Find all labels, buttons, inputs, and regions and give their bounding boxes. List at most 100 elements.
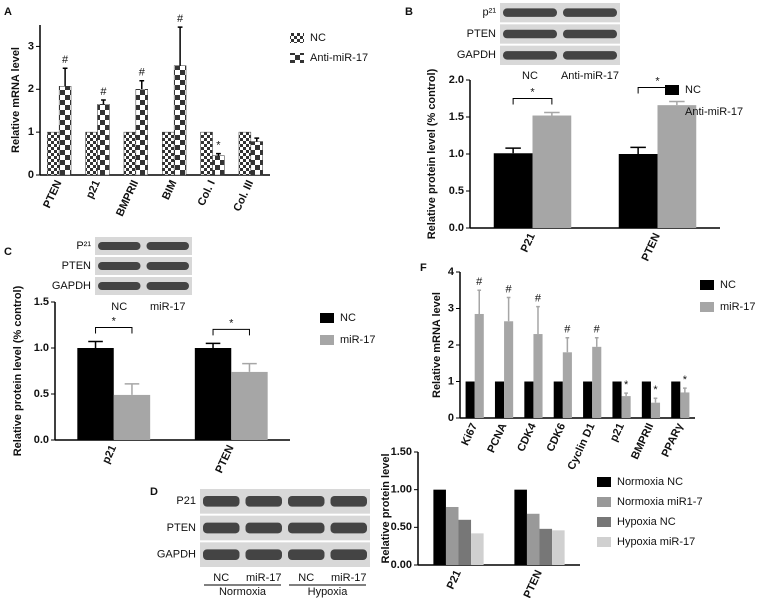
y-tick-label: 1.00 bbox=[391, 484, 412, 496]
bar bbox=[494, 381, 505, 418]
bar bbox=[465, 381, 475, 418]
error-bar bbox=[177, 26, 183, 66]
blot-lane-label: NC bbox=[111, 301, 127, 313]
panel: B 0.0 0.5 1.0 1.5 2.0 Relative protein level (… bbox=[405, 3, 743, 263]
y-tick-label: 0.50 bbox=[391, 521, 412, 533]
x-tick-label: p21 bbox=[84, 178, 103, 200]
blot-band bbox=[288, 496, 325, 507]
legend-swatch bbox=[290, 33, 304, 43]
legend-swatch bbox=[320, 335, 334, 345]
blot-lane-label: miR-17 bbox=[150, 301, 185, 313]
significance-mark: # bbox=[535, 293, 542, 305]
bar bbox=[583, 381, 593, 418]
error-bar bbox=[506, 296, 511, 322]
y-tick-label: 2.0 bbox=[449, 74, 464, 86]
x-tick-label: BIM bbox=[160, 178, 179, 201]
blot-band bbox=[563, 29, 617, 39]
bar bbox=[471, 533, 484, 565]
y-tick-label: 3 bbox=[28, 40, 34, 52]
blot-lane-label: NC bbox=[298, 572, 314, 584]
bar bbox=[532, 115, 572, 228]
error-bar bbox=[139, 79, 145, 90]
y-tick-label: 0.5 bbox=[34, 388, 49, 400]
blot-strip bbox=[500, 3, 620, 23]
bar bbox=[433, 489, 446, 565]
legend-label: Hypoxia miR-17 bbox=[617, 536, 695, 548]
bar bbox=[238, 131, 252, 176]
blot-row-label: PTEN bbox=[467, 28, 496, 40]
blot-band bbox=[203, 496, 240, 507]
blot-band bbox=[98, 242, 141, 250]
bar bbox=[657, 105, 697, 228]
bar bbox=[123, 131, 137, 176]
bar bbox=[504, 321, 514, 418]
y-axis-label: Relative protein level (% control) bbox=[426, 68, 438, 239]
x-tick-label: p21 bbox=[608, 421, 627, 443]
bar bbox=[194, 348, 232, 440]
bar bbox=[445, 506, 459, 565]
blot-band bbox=[330, 496, 367, 507]
y-tick-label: 1.0 bbox=[449, 148, 464, 160]
significance-bracket bbox=[95, 327, 133, 334]
x-tick-label: P21 bbox=[445, 568, 464, 591]
bar bbox=[539, 528, 553, 565]
blot-band bbox=[330, 549, 367, 560]
error-bar bbox=[205, 342, 221, 348]
error-bar bbox=[624, 392, 628, 397]
blot-lane-label: miR-17 bbox=[331, 572, 366, 584]
legend-label: NC bbox=[685, 84, 701, 96]
blot-band bbox=[146, 262, 189, 270]
blot-band bbox=[288, 522, 325, 534]
x-tick-label: PTEN bbox=[522, 568, 545, 598]
significance-mark: # bbox=[100, 86, 107, 98]
legend-swatch bbox=[700, 280, 714, 290]
legend-label: miR-17 bbox=[340, 334, 375, 346]
y-tick-label: 2 bbox=[448, 339, 454, 351]
panel: A 0 1 2 3 Relative mRNA level PTEN p21 BMPRII BIM… bbox=[4, 6, 368, 218]
blot-group-label: Hypoxia bbox=[308, 586, 349, 598]
bar bbox=[641, 381, 651, 418]
legend-label: miR-17 bbox=[720, 301, 755, 313]
legend-swatch bbox=[597, 477, 611, 487]
bar bbox=[58, 86, 72, 176]
error-bar bbox=[254, 137, 260, 142]
y-tick-label: 4 bbox=[448, 266, 455, 278]
bar bbox=[113, 394, 151, 440]
blot-row-label: PTEN bbox=[62, 260, 91, 272]
bar bbox=[650, 402, 661, 418]
error-bar bbox=[653, 397, 658, 403]
legend-label: Hypoxia NC bbox=[617, 516, 676, 528]
bar bbox=[493, 153, 533, 228]
error-bar bbox=[536, 305, 540, 335]
blot-band bbox=[98, 262, 141, 270]
error-bar bbox=[242, 362, 257, 372]
y-tick-label: 0.0 bbox=[34, 434, 49, 446]
blot-band bbox=[288, 549, 325, 560]
legend-swatch bbox=[290, 53, 304, 63]
blot-band bbox=[503, 8, 557, 17]
bar bbox=[458, 519, 472, 565]
bar bbox=[47, 131, 60, 176]
error-bar bbox=[683, 387, 687, 393]
error-bar bbox=[216, 152, 221, 156]
blot-band bbox=[203, 549, 240, 560]
bar bbox=[680, 392, 690, 418]
bar bbox=[562, 352, 572, 418]
bar bbox=[553, 381, 563, 418]
blot-band bbox=[503, 29, 557, 39]
legend-label: NC bbox=[340, 312, 356, 324]
bar bbox=[212, 155, 225, 176]
legend-label: NC bbox=[310, 32, 326, 44]
bar bbox=[621, 396, 631, 418]
bar bbox=[85, 131, 98, 176]
panel: C 0.0 0.5 1.0 1.5 Relative protein level (% c… bbox=[4, 237, 375, 475]
significance-mark: # bbox=[62, 54, 69, 66]
y-tick-label: 0.00 bbox=[391, 559, 412, 571]
blot-band bbox=[503, 51, 557, 60]
blot-row-label: P²¹ bbox=[76, 240, 91, 252]
x-tick-label: PTEN bbox=[213, 443, 236, 475]
blot-band bbox=[245, 496, 282, 507]
significance-mark: * bbox=[229, 317, 234, 329]
